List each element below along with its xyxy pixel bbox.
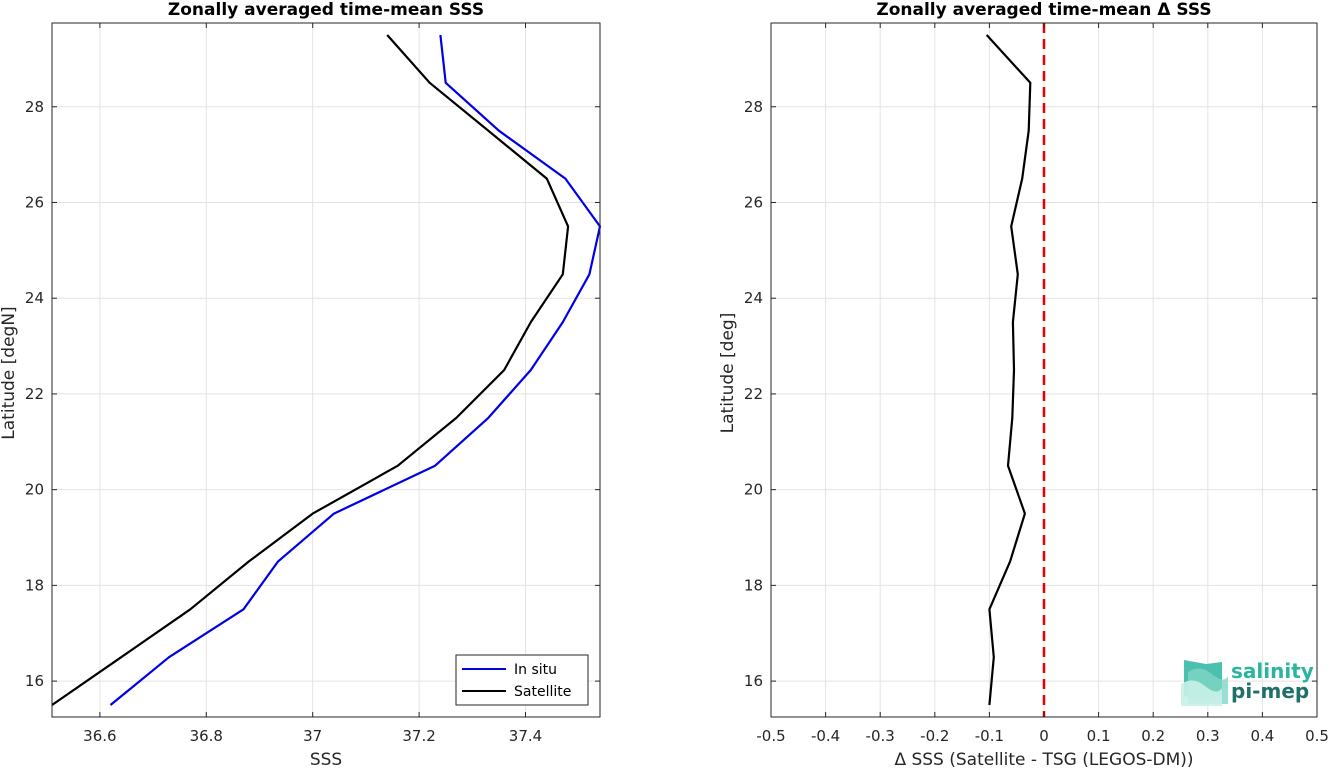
x-tick-label: 36.8 [190, 727, 223, 745]
wave-logo-icon [1181, 660, 1228, 706]
left-chart-title: Zonally averaged time-mean SSS [168, 0, 484, 20]
y-tick-label: 18 [25, 576, 44, 594]
y-tick-label: 16 [25, 672, 44, 690]
left-grid [52, 23, 600, 717]
y-tick-label: 22 [25, 385, 44, 403]
y-tick-label: 20 [25, 481, 44, 499]
y-tick-label: 18 [744, 576, 763, 594]
left-y-ticks: 16 18 20 22 24 26 28 [25, 98, 600, 690]
x-tick-label: -0.3 [866, 727, 895, 745]
y-tick-label: 26 [25, 193, 44, 211]
x-tick-label: -0.1 [975, 727, 1004, 745]
right-x-ticks: -0.5 -0.4 -0.3 -0.2 -0.1 0 0.1 0.2 0.3 0.4 0.5 [756, 23, 1329, 745]
x-tick-label: 0.1 [1087, 727, 1111, 745]
x-tick-label: 0.5 [1305, 727, 1329, 745]
y-tick-label: 28 [25, 98, 44, 116]
left-y-axis-label: Latitude [degN] [0, 306, 19, 439]
legend: In situ Satellite [455, 654, 589, 706]
y-tick-label: 28 [744, 98, 763, 116]
x-tick-label: 0.3 [1196, 727, 1220, 745]
right-y-ticks: 16 18 20 22 24 26 28 [744, 98, 1317, 690]
left-series-group [51, 34, 602, 706]
y-tick-label: 24 [25, 289, 44, 307]
logo-text-salinity: salinity [1231, 659, 1314, 683]
right-y-axis-label: Latitude [deg] [718, 313, 738, 434]
x-tick-label: -0.4 [811, 727, 840, 745]
x-tick-label: 36.6 [83, 727, 116, 745]
right-series-group [985, 34, 1032, 706]
y-tick-label: 26 [744, 193, 763, 211]
x-tick-label: -0.5 [756, 727, 785, 745]
right-chart-title: Zonally averaged time-mean Δ SSS [876, 0, 1211, 20]
x-tick-label: 37.4 [509, 727, 542, 745]
x-tick-label: -0.2 [920, 727, 949, 745]
x-tick-label: 0.2 [1141, 727, 1165, 745]
right-panel: -0.5 -0.4 -0.3 -0.2 -0.1 0 0.1 0.2 0.3 0.4 0.5 161… [718, 0, 1329, 769]
satellite-series-line [51, 34, 570, 706]
legend-label-in-situ: In situ [514, 662, 557, 678]
left-axes-frame [51, 22, 601, 718]
y-tick-label: 22 [744, 385, 763, 403]
y-tick-label: 24 [744, 289, 763, 307]
in-situ-series-line [109, 34, 602, 706]
x-tick-label: 37 [303, 727, 322, 745]
y-tick-label: 20 [744, 481, 763, 499]
right-x-axis-label: Δ SSS (Satellite - TSG (LEGOS-DM)) [894, 750, 1193, 769]
x-tick-label: 37.2 [402, 727, 435, 745]
y-tick-label: 16 [744, 672, 763, 690]
left-x-ticks: 36.6 36.8 37 37.2 37.4 [83, 23, 542, 745]
delta-sss-series-line [985, 34, 1032, 706]
left-panel: 36.6 36.8 37 37.2 37.4 16 18 20 22 24 26 28 Zonall… [0, 0, 602, 769]
logo-text-pi-mep: pi-mep [1231, 679, 1309, 703]
x-tick-label: 0 [1039, 727, 1049, 745]
legend-box [455, 654, 589, 706]
salinity-pi-mep-logo: salinity pi-mep [1181, 659, 1314, 706]
left-x-axis-label: SSS [310, 750, 342, 769]
legend-label-satellite: Satellite [514, 684, 571, 700]
x-tick-label: 0.4 [1250, 727, 1274, 745]
